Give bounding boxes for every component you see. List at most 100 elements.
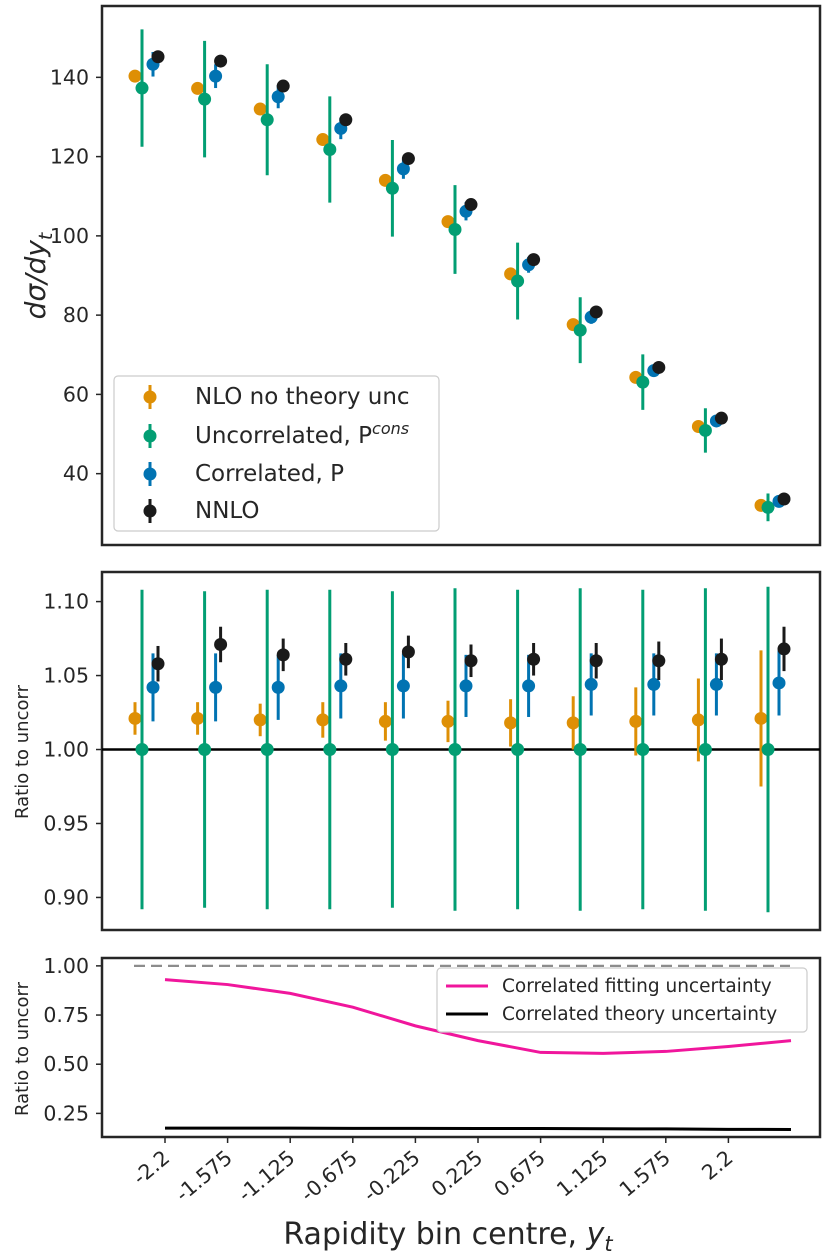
x-tick-label: 2.2: [697, 1145, 737, 1184]
bottom-ylabel: Ratio to uncorr: [12, 981, 33, 1116]
middle-point-nnlo: [214, 637, 228, 651]
middle-point-corr: [647, 677, 661, 691]
legend-label-nlo: NLO no theory unc: [195, 384, 410, 410]
x-tick-label: -0.225: [359, 1145, 425, 1206]
top-point-uncorr: [260, 113, 274, 127]
top-ytick-label: 60: [63, 382, 89, 406]
x-tick-label: 1.125: [552, 1145, 612, 1201]
top-ytick-label: 80: [63, 303, 89, 327]
x-tick-label: 0.225: [427, 1145, 487, 1201]
top-point-nlo: [191, 81, 205, 95]
legend-marker-uncorr: [143, 429, 157, 443]
top-point-nnlo: [464, 198, 478, 212]
middle-point-nlo: [504, 716, 518, 730]
top-y-ticks: 40 60 80 100 120 140: [50, 65, 102, 486]
x-tick-label: -1.125: [233, 1145, 299, 1206]
top-point-nlo: [316, 133, 330, 147]
middle-point-corr: [709, 677, 723, 691]
x-axis-label: Rapidity bin centre, yt: [283, 1217, 613, 1256]
bottom-panel-frame: [100, 956, 822, 1139]
middle-ytick-label: 1.00: [43, 738, 89, 762]
top-point-nnlo: [276, 79, 290, 93]
middle-point-nnlo: [527, 652, 541, 666]
middle-panel-markers: [128, 586, 791, 913]
middle-point-nnlo: [714, 652, 728, 666]
middle-point-nlo: [441, 714, 455, 728]
bottom-line-fit_line: [164, 978, 792, 1055]
middle-point-nlo: [253, 713, 267, 727]
middle-point-corr: [459, 679, 473, 693]
middle-point-uncorr: [198, 743, 212, 757]
top-panel-markers: [128, 29, 791, 522]
middle-point-nlo: [566, 716, 580, 730]
legend-label-corr: Correlated, P: [195, 461, 344, 487]
top-point-nnlo: [589, 305, 603, 319]
top-point-uncorr: [198, 92, 212, 106]
top-ytick-label: 100: [50, 224, 89, 248]
top-point-nlo: [253, 102, 267, 116]
top-point-nnlo: [652, 360, 666, 374]
x-axis-label-var: y: [586, 1217, 606, 1252]
middle-ytick-label: 0.90: [43, 885, 89, 909]
top-point-uncorr: [698, 423, 712, 437]
bottom-y-ticks: 0.25 0.50 0.75 1.00: [43, 954, 102, 1125]
bottom-ytick-label: 1.00: [43, 954, 89, 978]
middle-point-nnlo: [276, 648, 290, 662]
bottom-line-theory_line: [165, 1126, 792, 1132]
top-point-corr: [209, 69, 223, 83]
middle-point-nlo: [191, 711, 205, 725]
top-legend: NLO no theory unc Uncorrelated, Pcons Co…: [113, 375, 440, 532]
x-axis-label-sub: t: [604, 1232, 613, 1256]
middle-point-nlo: [754, 711, 768, 725]
middle-ytick-label: 1.10: [43, 590, 89, 614]
bottom-ytick-label: 0.25: [43, 1101, 89, 1125]
top-point-nnlo: [339, 113, 353, 127]
top-point-nnlo: [401, 152, 415, 166]
top-ytick-label: 140: [50, 65, 89, 89]
top-point-uncorr: [135, 81, 149, 95]
legend-marker-nlo: [143, 390, 157, 404]
middle-point-corr: [209, 680, 223, 694]
middle-ytick-label: 1.05: [43, 664, 89, 688]
middle-point-corr: [772, 676, 786, 690]
middle-point-nlo: [691, 713, 705, 727]
top-point-corr: [396, 162, 410, 176]
middle-point-nnlo: [652, 654, 666, 668]
top-point-uncorr: [636, 375, 650, 389]
legend-marker-nnlo: [143, 504, 157, 518]
middle-point-uncorr: [135, 743, 149, 757]
top-point-nnlo: [527, 253, 541, 267]
top-ytick-label: 120: [50, 145, 89, 169]
middle-point-corr: [522, 679, 536, 693]
top-point-uncorr: [511, 274, 525, 288]
top-panel-frame: [100, 4, 822, 547]
middle-point-uncorr: [385, 743, 399, 757]
middle-y-ticks: 0.90 0.95 1.00 1.05 1.10: [43, 590, 102, 909]
top-point-nnlo: [214, 54, 228, 68]
legend-label-uncorr-sup: cons: [372, 419, 409, 438]
legend-label-nnlo: NNLO: [195, 498, 260, 524]
middle-ytick-label: 0.95: [43, 811, 89, 835]
middle-point-nlo: [316, 713, 330, 727]
middle-point-nnlo: [339, 652, 353, 666]
middle-point-uncorr: [698, 743, 712, 757]
middle-point-uncorr: [260, 743, 274, 757]
middle-point-nlo: [378, 714, 392, 728]
bottom-ytick-label: 0.75: [43, 1003, 89, 1027]
middle-point-uncorr: [323, 743, 337, 757]
middle-point-corr: [334, 679, 348, 693]
top-point-uncorr: [761, 500, 775, 514]
x-tick-label: -1.575: [171, 1145, 237, 1206]
top-point-nlo: [128, 69, 142, 83]
middle-point-corr: [146, 680, 160, 694]
middle-point-uncorr: [573, 743, 587, 757]
middle-point-uncorr: [761, 743, 775, 757]
top-point-uncorr: [448, 223, 462, 237]
top-ylabel-subscript: t: [35, 231, 57, 240]
legend-label-uncorr: Uncorrelated, Pcons: [195, 419, 409, 449]
middle-point-nnlo: [589, 654, 603, 668]
top-point-uncorr: [573, 323, 587, 337]
top-point-corr: [271, 90, 285, 104]
top-point-nnlo: [151, 50, 165, 64]
